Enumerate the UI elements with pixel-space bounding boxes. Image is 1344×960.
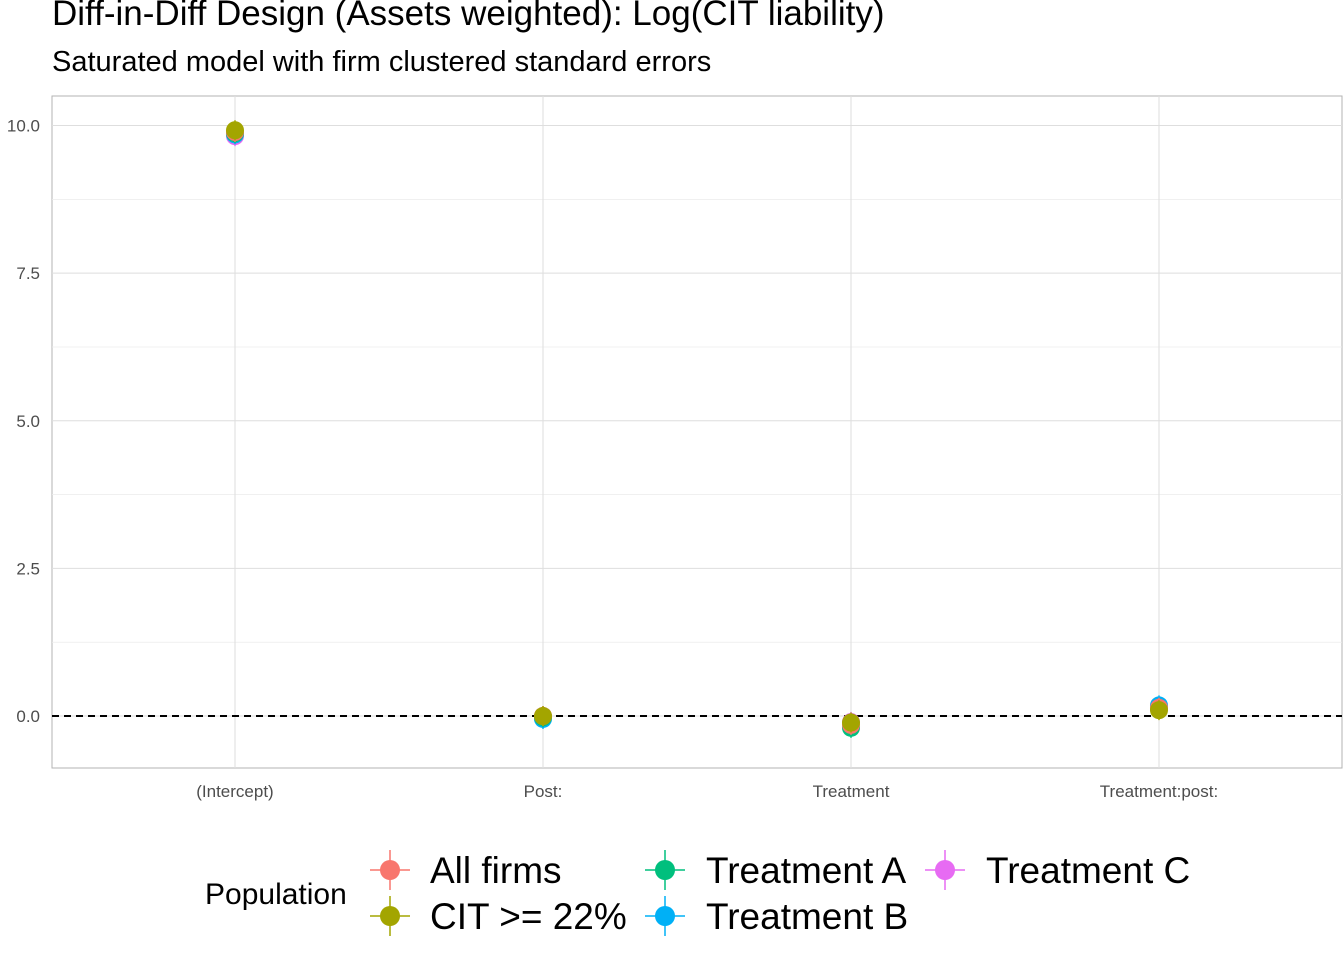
grid-layer xyxy=(51,95,1343,769)
legend-label: CIT >= 22% xyxy=(430,896,627,937)
y-tick-label: 10.0 xyxy=(7,117,40,136)
point-cit-22- xyxy=(1150,700,1168,721)
legend-item-treatment-c: Treatment C xyxy=(925,850,1190,891)
x-tick-label: Treatment xyxy=(813,782,890,801)
legend-item-all-firms: All firms xyxy=(370,850,562,891)
y-tick-label: 7.5 xyxy=(16,264,40,283)
legend-title: Population xyxy=(205,878,347,911)
point-cit-22- xyxy=(226,120,244,141)
legend-label: Treatment C xyxy=(986,850,1190,891)
point-cit-22- xyxy=(842,712,860,733)
axis-layer: 0.0 2.5 5.0 7.5 10.0 (Intercept) Post: Treatmen… xyxy=(7,117,1218,801)
point-marker xyxy=(226,121,244,140)
legend-key-marker xyxy=(935,860,955,880)
x-tick-label: (Intercept) xyxy=(196,782,273,801)
point-marker xyxy=(842,713,860,732)
chart-subtitle: Saturated model with firm clustered stan… xyxy=(52,46,712,78)
legend-label: Treatment A xyxy=(706,850,906,891)
legend-label: Treatment B xyxy=(706,896,908,937)
legend: Population All firms CIT >= 22% Treatment A… xyxy=(205,850,1190,937)
legend-key-marker xyxy=(380,906,400,926)
legend-item-cit-22-: CIT >= 22% xyxy=(370,896,627,937)
legend-key-marker xyxy=(655,860,675,880)
point-cit-22- xyxy=(534,706,552,727)
point-marker xyxy=(1150,701,1168,720)
x-tick-label: Treatment:post: xyxy=(1100,782,1218,801)
y-tick-label: 5.0 xyxy=(16,412,40,431)
panel-border xyxy=(51,95,1343,769)
legend-key-marker xyxy=(380,860,400,880)
legend-label: All firms xyxy=(430,850,562,891)
chart-title: Diff-in-Diff Design (Assets weighted): L… xyxy=(52,0,885,33)
point-marker xyxy=(534,707,552,726)
x-tick-label: Post: xyxy=(524,782,563,801)
legend-key-marker xyxy=(655,906,675,926)
points-layer xyxy=(226,120,1168,738)
y-tick-label: 0.0 xyxy=(16,707,40,726)
legend-item-treatment-b: Treatment B xyxy=(645,896,908,937)
legend-item-treatment-a: Treatment A xyxy=(645,850,906,891)
y-tick-label: 2.5 xyxy=(16,559,40,578)
